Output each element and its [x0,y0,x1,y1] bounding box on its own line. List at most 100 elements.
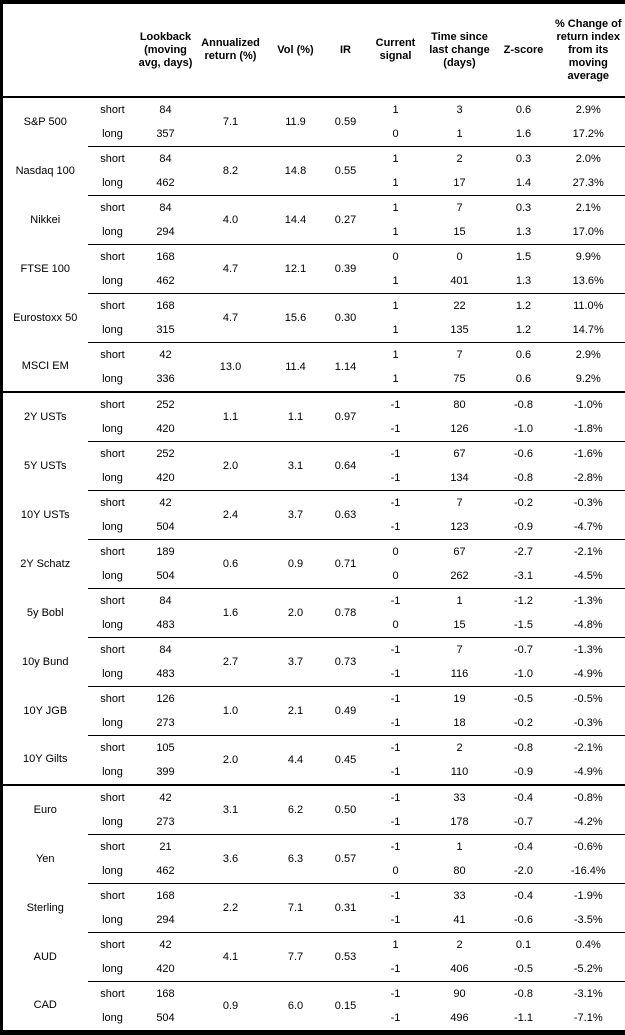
z-score-value: -3.1 [496,564,552,589]
time-since-value: 17 [424,171,496,196]
current-signal-value: 1 [368,97,424,122]
ir-value: 0.97 [324,392,368,442]
lookback-value: 252 [138,442,194,467]
lookback-value: 168 [138,294,194,319]
pct-change-value: 11.0% [552,294,625,319]
current-signal-value: -1 [368,589,424,614]
lookback-value: 168 [138,982,194,1007]
lookback-value: 483 [138,613,194,638]
current-signal-value: 0 [368,613,424,638]
annualized-return-value: 4.7 [194,245,268,294]
time-since-value: 134 [424,466,496,491]
current-signal-value: 1 [368,147,424,172]
z-score-value: 0.3 [496,196,552,221]
asset-name: 5y Bobl [2,589,88,638]
lookback-value: 420 [138,417,194,442]
time-since-value: 123 [424,515,496,540]
time-since-value: 2 [424,147,496,172]
horizon-label: long [88,760,138,785]
horizon-label: long [88,1006,138,1033]
ir-value: 0.78 [324,589,368,638]
pct-change-value: 0.4% [552,933,625,958]
lookback-value: 315 [138,318,194,343]
z-score-value: -0.8 [496,736,552,761]
time-since-value: 406 [424,957,496,982]
horizon-label: long [88,859,138,884]
asset-name: Nasdaq 100 [2,147,88,196]
horizon-label: long [88,613,138,638]
current-signal-value: 0 [368,564,424,589]
current-signal-value: -1 [368,711,424,736]
annualized-return-value: 2.0 [194,736,268,786]
horizon-label: short [88,982,138,1007]
horizon-label: long [88,810,138,835]
header-row: Lookback (moving avg, days) Annualized r… [2,2,625,97]
horizon-label: short [88,835,138,860]
time-since-value: 33 [424,785,496,810]
z-score-value: 1.6 [496,122,552,147]
pct-change-value: -0.6% [552,835,625,860]
current-signal-value: -1 [368,662,424,687]
vol-value: 3.7 [268,491,324,540]
z-score-value: 1.2 [496,294,552,319]
annualized-return-value: 1.1 [194,392,268,442]
time-since-value: 67 [424,442,496,467]
z-score-value: 1.2 [496,318,552,343]
vol-value: 6.3 [268,835,324,884]
lookback-value: 294 [138,220,194,245]
lookback-value: 504 [138,515,194,540]
lookback-value: 294 [138,908,194,933]
pct-change-value: -1.9% [552,884,625,909]
annualized-return-value: 4.7 [194,294,268,343]
annualized-return-value: 0.9 [194,982,268,1033]
z-score-value: -2.0 [496,859,552,884]
horizon-label: short [88,884,138,909]
z-score-value: -1.0 [496,417,552,442]
col-header-pct-change-from-moving-average: % Change of return index from its moving… [552,2,625,97]
asset-name: Sterling [2,884,88,933]
z-score-value: -0.5 [496,957,552,982]
z-score-value: 0.6 [496,367,552,392]
horizon-label: long [88,515,138,540]
current-signal-value: -1 [368,392,424,417]
time-since-value: 126 [424,417,496,442]
annualized-return-value: 13.0 [194,343,268,393]
pct-change-value: -0.5% [552,687,625,712]
col-header-ir: IR [324,2,368,97]
current-signal-value: -1 [368,982,424,1007]
vol-value: 1.1 [268,392,324,442]
vol-value: 3.1 [268,442,324,491]
pct-change-value: -0.3% [552,711,625,736]
time-since-value: 90 [424,982,496,1007]
z-score-value: -0.7 [496,810,552,835]
horizon-label: long [88,564,138,589]
lookback-value: 399 [138,760,194,785]
vol-value: 7.1 [268,884,324,933]
current-signal-value: -1 [368,491,424,516]
time-since-value: 178 [424,810,496,835]
horizon-label: short [88,638,138,663]
col-header-z-score: Z-score [496,2,552,97]
z-score-value: -0.6 [496,442,552,467]
horizon-label: short [88,97,138,122]
z-score-value: -0.4 [496,785,552,810]
pct-change-value: 9.9% [552,245,625,270]
pct-change-value: -1.0% [552,392,625,417]
z-score-value: -1.1 [496,1006,552,1033]
time-since-value: 110 [424,760,496,785]
